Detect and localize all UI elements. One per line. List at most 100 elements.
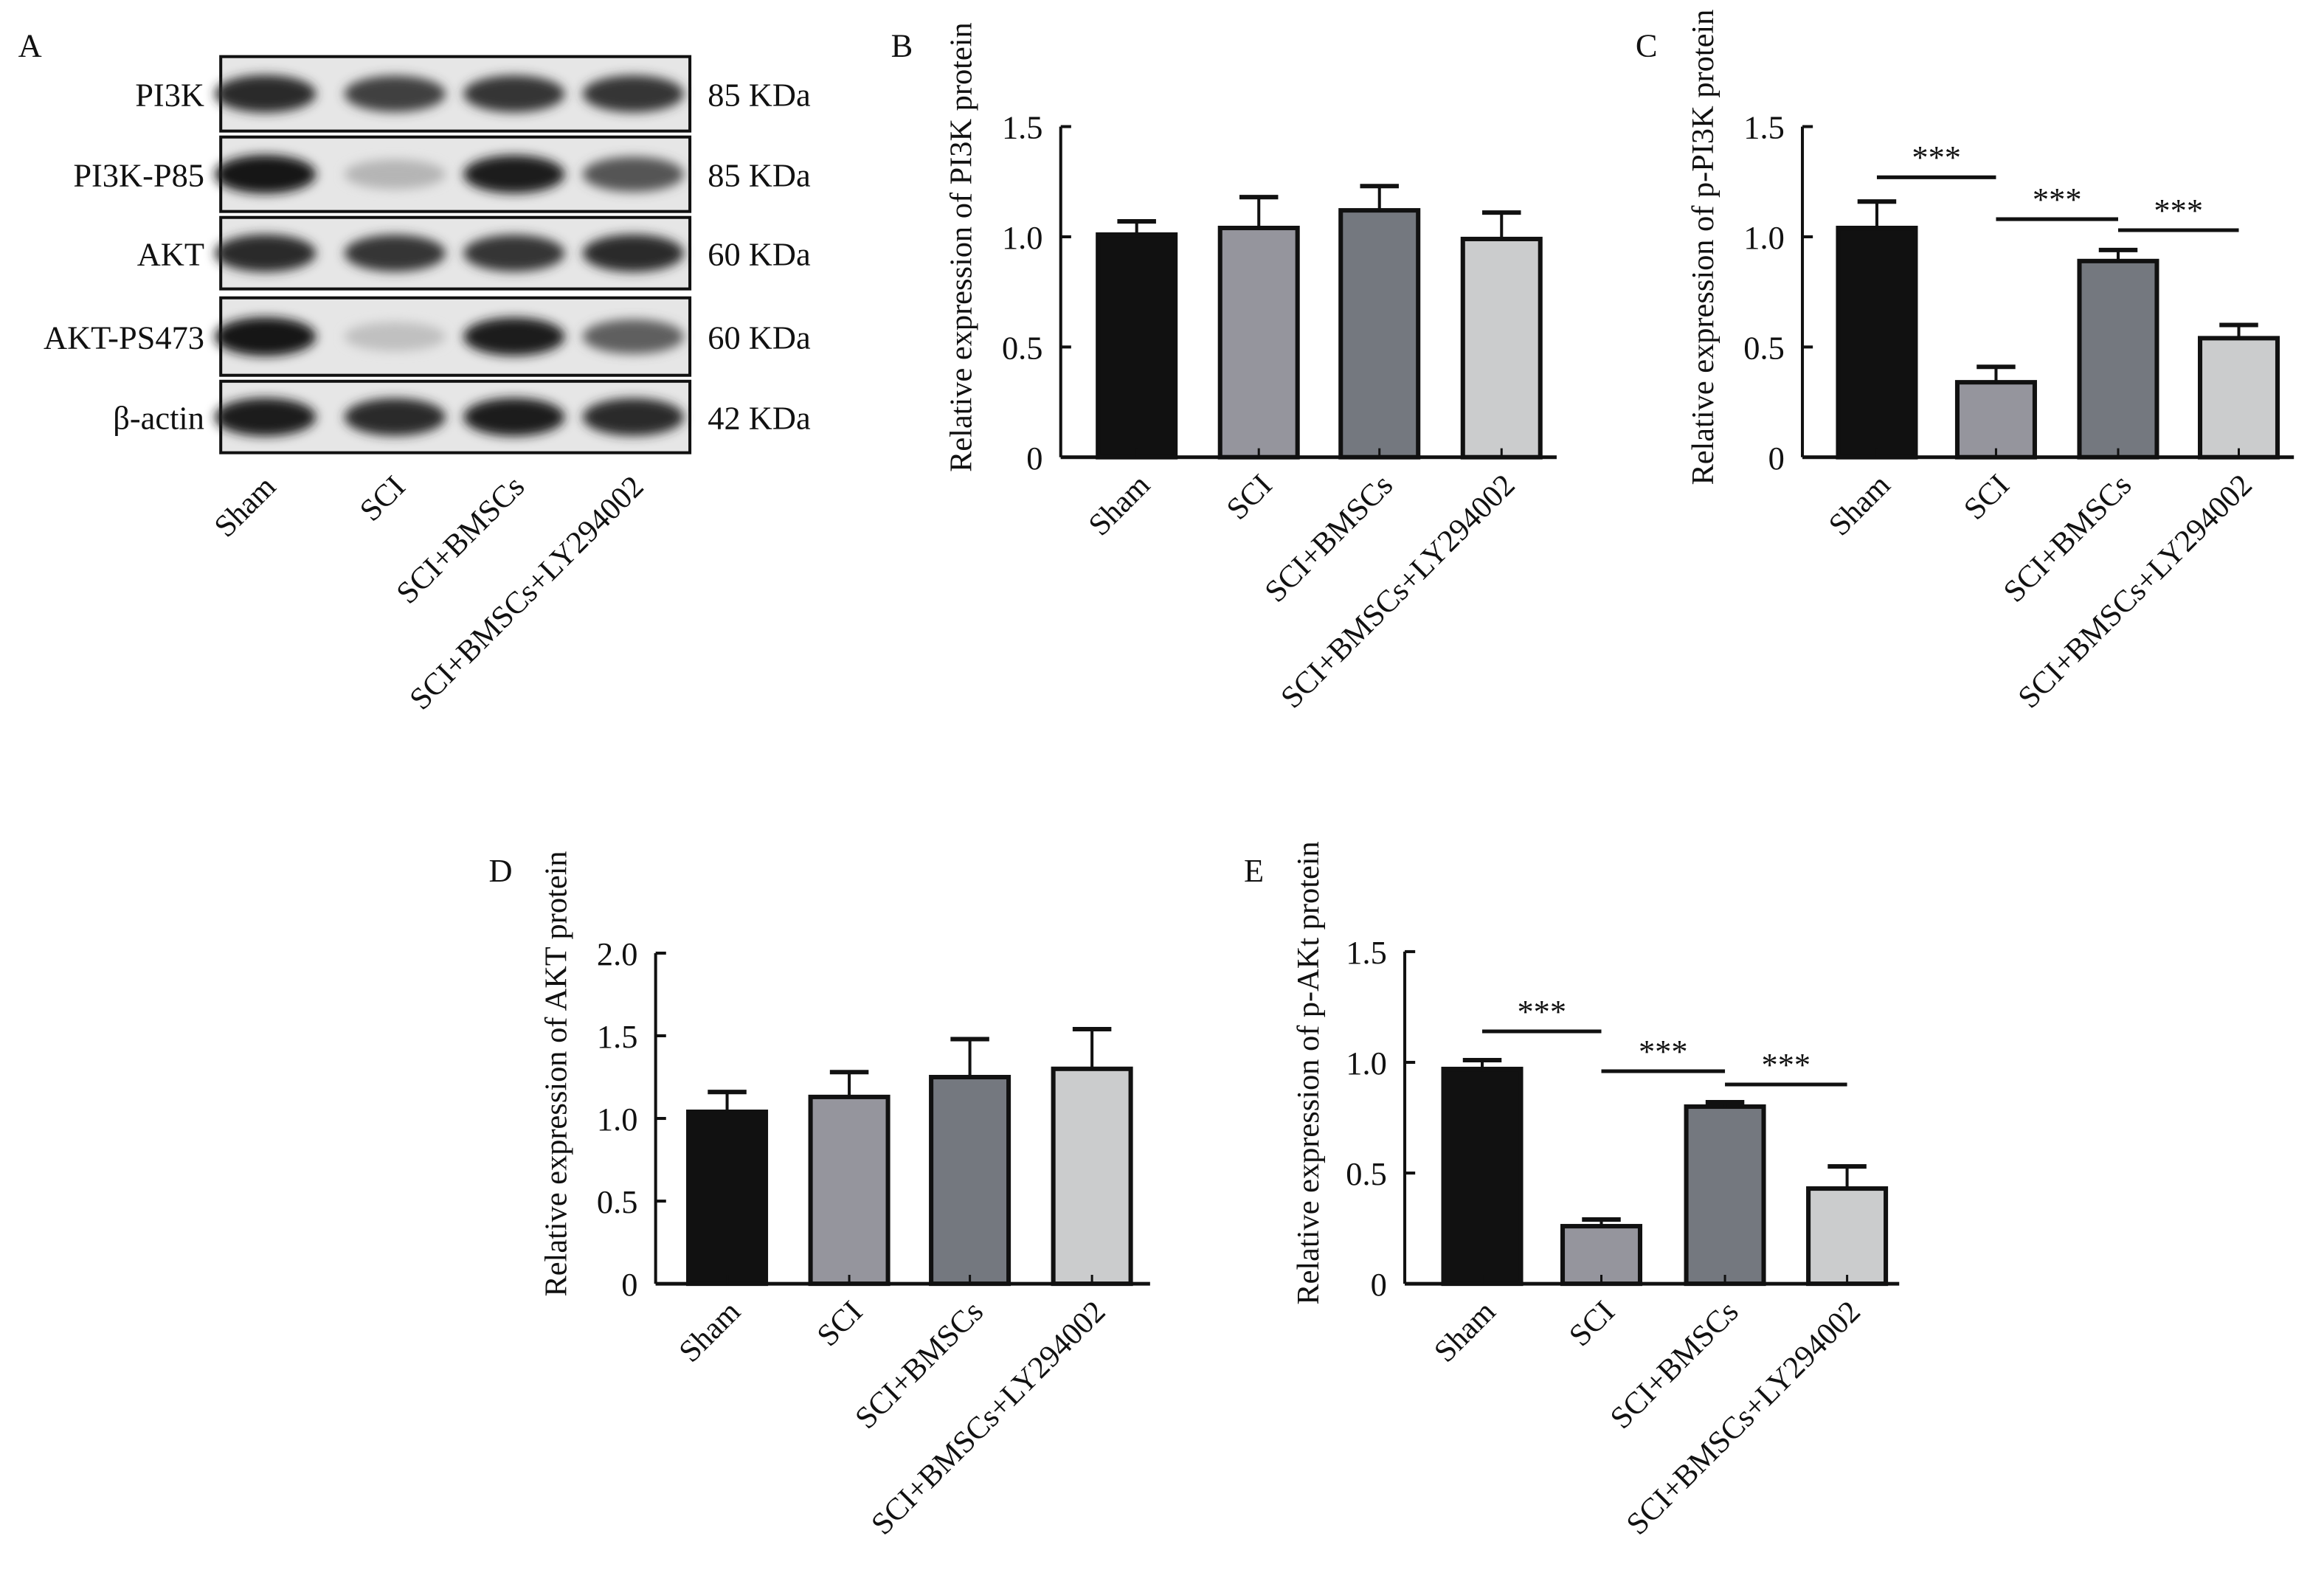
x-tick-label: SCI [810, 1294, 869, 1353]
blot-size-label: 85 KDa [708, 156, 811, 193]
significance-label: *** [1762, 1046, 1811, 1083]
blot-row-label: β-actin [113, 399, 204, 436]
y-tick-label: 0 [1026, 440, 1042, 477]
panel-label: E [1244, 852, 1264, 889]
bar [2197, 336, 2280, 460]
blot-band [344, 322, 446, 352]
x-tick-label: SCI+BMSCs+LY294002 [1619, 1294, 1867, 1541]
blot-band [215, 316, 317, 356]
y-tick-label: 1.5 [1346, 934, 1387, 971]
blot-band [215, 154, 317, 194]
bar [1338, 208, 1421, 460]
blot-band [582, 234, 685, 272]
y-axis-label: Relative expression of AKT protein [539, 851, 574, 1296]
blot-band [463, 317, 565, 356]
y-tick-label: 1.0 [597, 1101, 638, 1138]
bar [1836, 225, 1918, 460]
significance-label: *** [1639, 1033, 1688, 1070]
bar [2077, 258, 2159, 460]
blot-band [582, 75, 685, 113]
y-tick-label: 0.5 [1743, 330, 1785, 367]
y-tick-label: 0 [1371, 1266, 1387, 1303]
y-axis-label: Relative expression of p-AKt protein [1291, 841, 1326, 1304]
blot-band [344, 398, 446, 436]
bar [1441, 1066, 1524, 1287]
x-tick-label: SCI+BMSCs+LY294002 [2011, 468, 2258, 715]
blot-row-label: AKT [137, 235, 204, 272]
bar [1096, 232, 1178, 460]
y-tick-label: 0.5 [1002, 330, 1043, 367]
panel-label: B [891, 27, 913, 64]
blot-band [215, 234, 317, 272]
blot-band [582, 156, 685, 193]
y-tick-label: 1.0 [1346, 1045, 1387, 1082]
x-tick-label: SCI [1563, 1294, 1622, 1353]
panel-label: D [489, 852, 513, 889]
blot-band [344, 159, 446, 190]
blot-band [344, 75, 446, 112]
blot-band [463, 235, 565, 272]
y-tick-label: 1.5 [1002, 109, 1043, 146]
panel-label: C [1636, 27, 1658, 64]
blot-size-label: 60 KDa [708, 235, 811, 272]
significance-label: *** [1517, 993, 1566, 1030]
blot-band [463, 398, 565, 437]
significance-label: *** [1912, 139, 1961, 176]
x-tick-label: Sham [1822, 468, 1898, 543]
chart-c: C Relative expression of p-PI3K protein 0 0… [1636, 10, 2294, 715]
blot-size-label: 60 KDa [708, 319, 811, 356]
x-tick-label: SCI+BMSCs+LY294002 [1274, 468, 1521, 715]
blot-band [582, 319, 685, 354]
blot-lane-label: SCI [353, 469, 412, 528]
blot-band [582, 398, 685, 436]
y-tick-label: 1.5 [597, 1018, 638, 1055]
x-tick-label: SCI [1957, 468, 2016, 527]
y-tick-label: 1.0 [1743, 219, 1785, 256]
blot-size-label: 85 KDa [708, 76, 811, 113]
blot-row: PI3K 85 KDa [135, 55, 811, 133]
bar [1954, 380, 2037, 460]
chart-b: B Relative expression of PI3K protein 0 0.5… [891, 22, 1557, 715]
blot-row: PI3K-P85 85 KDa [73, 135, 811, 213]
y-tick-label: 0 [1768, 440, 1785, 477]
blot-row: AKT 60 KDa [137, 215, 811, 291]
bar [1460, 236, 1543, 460]
x-tick-label: SCI+BMSCs+LY294002 [865, 1294, 1112, 1541]
x-tick-label: SCI [1220, 468, 1279, 527]
bar [1217, 225, 1300, 460]
x-tick-label: Sham [1082, 468, 1157, 543]
chart-d: D Relative expression of AKT protein 0 0.5 1… [489, 851, 1150, 1542]
y-axis-label: Relative expression of p-PI3K protein [1686, 10, 1720, 485]
y-tick-label: 0.5 [597, 1183, 638, 1220]
blot-row-label: AKT-PS473 [44, 319, 204, 356]
panel-label-a: A [18, 27, 42, 64]
bar [1684, 1104, 1766, 1287]
blot-size-label: 42 KDa [708, 399, 811, 436]
significance-label: *** [2033, 181, 2082, 218]
bar [1051, 1066, 1133, 1287]
chart-e: E Relative expression of p-AKt protein 0 0.… [1244, 841, 1900, 1542]
bar [1560, 1224, 1643, 1287]
y-axis-label: Relative expression of PI3K protein [944, 22, 979, 472]
y-tick-label: 2.0 [597, 935, 638, 972]
y-tick-label: 1.0 [1002, 219, 1043, 256]
blot-row: AKT-PS473 60 KDa [44, 296, 811, 377]
bar [808, 1094, 890, 1287]
blot-band [215, 398, 317, 437]
blot-row-label: PI3K-P85 [73, 156, 204, 193]
x-tick-label: Sham [1428, 1294, 1503, 1369]
bar [686, 1110, 769, 1287]
y-tick-label: 0.5 [1346, 1155, 1387, 1192]
y-tick-label: 0 [621, 1266, 637, 1303]
x-tick-label: Sham [672, 1294, 747, 1369]
significance-label: *** [2154, 192, 2203, 229]
blot-band [215, 75, 317, 113]
bar [1806, 1186, 1889, 1287]
bar [929, 1074, 1011, 1287]
y-tick-label: 1.5 [1743, 109, 1785, 146]
blot-lane-label: Sham [207, 469, 283, 544]
blot-row-label: PI3K [135, 76, 204, 113]
blot-band [463, 75, 565, 113]
